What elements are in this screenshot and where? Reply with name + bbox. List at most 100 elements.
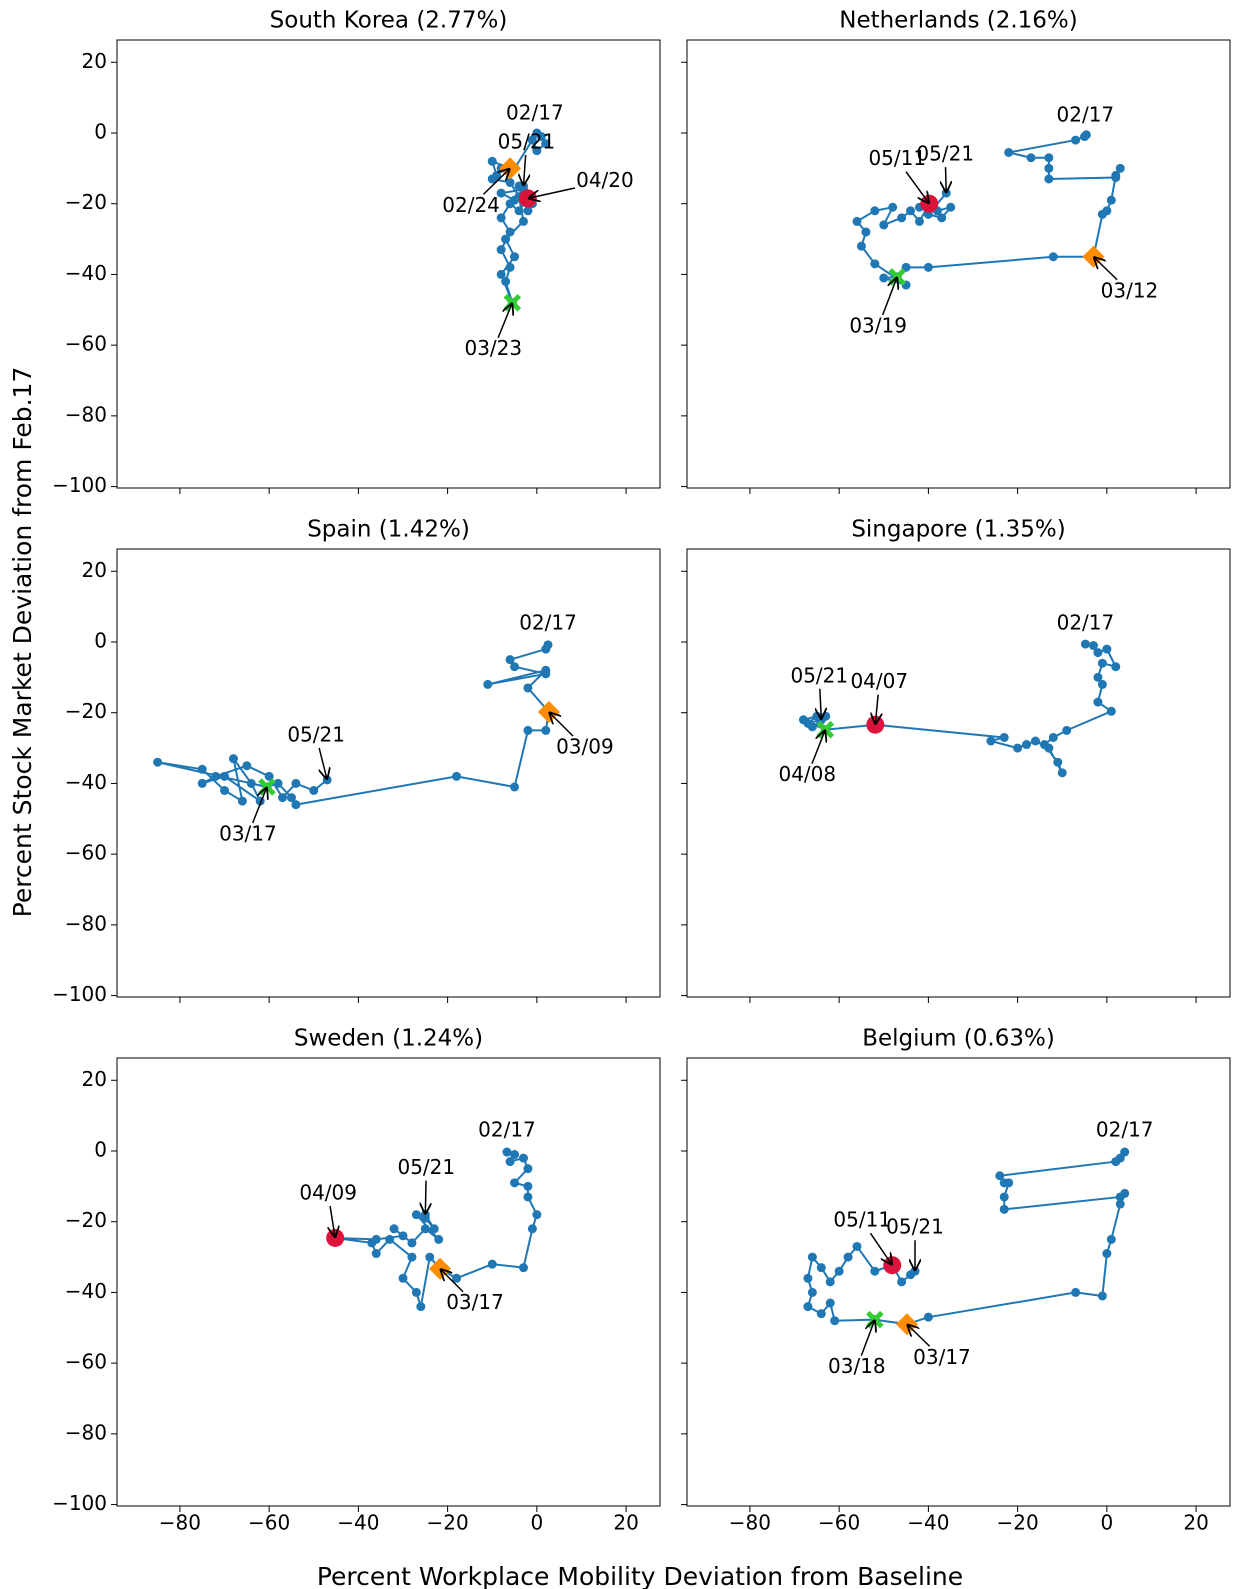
annotation-label: 03/23 xyxy=(464,336,522,360)
point xyxy=(429,1224,439,1234)
point xyxy=(541,139,551,149)
point xyxy=(1093,697,1103,707)
point xyxy=(1022,740,1032,750)
y-tick-label: −80 xyxy=(65,1420,107,1444)
point xyxy=(830,1316,840,1326)
annotation-label: 04/09 xyxy=(299,1180,357,1204)
annotation-arrow xyxy=(946,167,947,193)
annotation-label: 05/21 xyxy=(790,663,848,687)
point xyxy=(1120,1188,1130,1198)
x-axis-label: Percent Workplace Mobility Deviation fro… xyxy=(317,1562,963,1589)
annotation-label: 02/17 xyxy=(1057,611,1115,635)
point xyxy=(816,1263,826,1273)
x-tick-label: 20 xyxy=(613,1511,638,1535)
point xyxy=(197,764,207,774)
point xyxy=(532,146,542,156)
point xyxy=(496,269,506,279)
point xyxy=(937,213,947,223)
point xyxy=(309,786,319,796)
point xyxy=(510,1150,520,1160)
point xyxy=(523,683,533,693)
y-tick-label: −20 xyxy=(65,699,107,723)
point xyxy=(986,736,996,746)
point xyxy=(411,1287,421,1297)
point xyxy=(518,216,528,226)
point xyxy=(510,662,520,672)
x-tick-label: −20 xyxy=(427,1511,469,1535)
annotation-arrow xyxy=(528,187,576,198)
point xyxy=(1115,163,1125,173)
x-tick-label: −20 xyxy=(997,1511,1039,1535)
point xyxy=(914,216,924,226)
point xyxy=(496,188,506,198)
point xyxy=(1111,170,1121,180)
point xyxy=(870,259,880,269)
point xyxy=(923,1312,933,1322)
annotation-label: 02/17 xyxy=(1096,1118,1154,1142)
annotation-label: 03/17 xyxy=(219,821,277,845)
x-tick-label: −60 xyxy=(818,1511,860,1535)
x-tick-label: −80 xyxy=(729,1511,771,1535)
subplot-title: Netherlands (2.16%) xyxy=(839,8,1078,34)
y-tick-label: −40 xyxy=(65,261,107,285)
point xyxy=(1044,743,1054,753)
plot-frame xyxy=(686,548,1231,998)
point xyxy=(220,771,230,781)
point xyxy=(407,1252,417,1262)
point xyxy=(242,761,252,771)
point xyxy=(999,1192,1009,1202)
annotation-label: 05/21 xyxy=(287,722,345,746)
point xyxy=(870,206,880,216)
annotation-arrow xyxy=(869,1232,892,1265)
point xyxy=(496,245,506,255)
annotation-label: 05/11 xyxy=(833,1208,891,1232)
annotation-label: 03/18 xyxy=(828,1354,886,1378)
x-tick-label: 0 xyxy=(1100,1511,1113,1535)
subplot-title: South Korea (2.77%) xyxy=(270,8,508,34)
annotation-label: 02/17 xyxy=(506,100,564,124)
y-tick-label: −80 xyxy=(65,911,107,935)
point xyxy=(398,1231,408,1241)
point xyxy=(505,655,515,665)
point xyxy=(1106,1234,1116,1244)
point xyxy=(452,1273,462,1283)
point xyxy=(273,778,283,788)
annotation-label: 02/17 xyxy=(519,610,577,634)
point xyxy=(852,1241,862,1251)
y-tick-label: −100 xyxy=(52,1491,107,1515)
point xyxy=(803,1302,813,1312)
point xyxy=(825,1277,835,1287)
point xyxy=(518,1153,528,1163)
point xyxy=(371,1234,381,1244)
subplot-title: Singapore (1.35%) xyxy=(851,517,1065,543)
point xyxy=(523,206,533,216)
point xyxy=(510,1178,520,1188)
point xyxy=(536,132,546,142)
point xyxy=(211,771,221,781)
point xyxy=(1106,706,1116,716)
point xyxy=(420,1224,430,1234)
x-tick-label: −60 xyxy=(248,1511,290,1535)
point xyxy=(523,1192,533,1202)
point xyxy=(1048,252,1058,262)
annotation-arrow xyxy=(425,1180,426,1215)
point xyxy=(946,202,956,212)
point xyxy=(523,1181,533,1191)
point xyxy=(487,1259,497,1269)
point xyxy=(1026,153,1036,163)
point xyxy=(1097,1291,1107,1301)
point xyxy=(228,754,238,764)
annotation-arrow xyxy=(860,1320,875,1356)
point xyxy=(371,1249,381,1259)
annotation-arrow xyxy=(497,303,512,338)
y-axis-label: Percent Stock Market Deviation from Feb.… xyxy=(8,367,37,918)
annotation-label: 05/21 xyxy=(498,130,556,154)
point xyxy=(1057,768,1067,778)
point xyxy=(510,252,520,262)
annotation-label: 05/11 xyxy=(868,146,926,170)
x-tick-label: −40 xyxy=(907,1511,949,1535)
annotation-label: 03/09 xyxy=(556,735,614,759)
point xyxy=(523,725,533,735)
point xyxy=(505,262,515,272)
